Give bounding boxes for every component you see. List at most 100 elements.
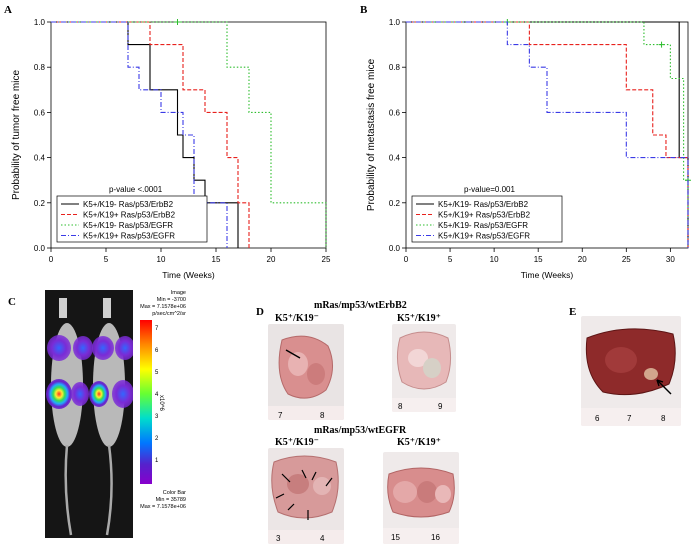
ruler-mark: 7 — [627, 414, 632, 423]
arrow-icon — [656, 379, 664, 387]
legend-label: K5+/K19+ Ras/p53/EGFR — [438, 232, 530, 241]
tumor-nodule — [417, 481, 437, 503]
image-max: Max = 7.1578e+06 — [140, 304, 186, 310]
erbb2-title: mRas/mp53/wtErbB2 — [314, 300, 407, 311]
tumor-nodule — [313, 477, 331, 495]
ruler-mark: 7 — [278, 411, 283, 420]
ear-tag — [59, 298, 67, 318]
lung-photo-erbb2-k19pos: 8 9 — [392, 324, 456, 412]
scale-tick-label: 2 — [155, 436, 159, 442]
tumor-nodule — [435, 485, 451, 503]
arrow-icon — [301, 469, 307, 479]
lung-photo-egfr-k19pos: 15 16 — [383, 452, 459, 544]
signal-blob — [71, 382, 89, 406]
colorbar-max: Max = 7.1578e+06 — [140, 504, 186, 510]
signal-blob — [46, 379, 72, 409]
y-tick-label: 0.8 — [389, 63, 401, 72]
legend-label: K5+/K19- Ras/p53/EGFR — [83, 221, 173, 230]
ruler-mark: 8 — [398, 402, 403, 411]
legend-box — [411, 195, 563, 243]
censor-mark — [658, 41, 665, 48]
y-tick-label: 1.0 — [34, 18, 46, 27]
x-tick-label: 20 — [578, 255, 587, 264]
x-tick-label: 5 — [104, 255, 109, 264]
scale-tick-label: 3 — [155, 414, 159, 420]
tumor-nodule — [287, 474, 309, 494]
liver-photo: 6 7 8 — [581, 316, 681, 426]
x-tick-label: 5 — [448, 255, 453, 264]
tumor-nodule — [288, 352, 308, 376]
image-units: p/sec/cm^2/sr — [152, 311, 186, 317]
tumor-nodule — [393, 481, 417, 503]
color-scale-unit: x10^6 — [158, 395, 164, 411]
legend-label: K5+/K19- Ras/p53/ErbB2 — [83, 200, 174, 209]
km-chart-tumor-free: 0 5 10 15 20 25 0.0 0.2 0.4 0.6 0.8 1.0 Time (Weeks)… — [11, 18, 331, 280]
colorbar-min: Min = 35789 — [155, 497, 186, 503]
arrow-icon — [285, 349, 301, 359]
scale-tick-label: 7 — [155, 326, 159, 332]
y-tick-label: 0.4 — [34, 154, 46, 163]
y-tick-label: 0.2 — [389, 199, 401, 208]
legend-label: K5+/K19- Ras/p53/ErbB2 — [438, 200, 529, 209]
scale-tick-label: 6 — [155, 348, 159, 354]
lung-photo-egfr-k19neg: 3 4 — [268, 448, 344, 544]
liver-lobe — [605, 347, 637, 373]
signal-blob — [112, 380, 134, 408]
signal-blob — [47, 335, 71, 361]
erbb2-k19pos-label: K5⁺/K19⁺ — [397, 313, 441, 324]
ruler — [392, 398, 456, 412]
x-tick-label: 0 — [49, 255, 54, 264]
km-series-line — [51, 21, 327, 248]
panel-label-a: A — [4, 4, 12, 16]
color-scale-bar — [140, 320, 152, 484]
tumor-nodule — [408, 349, 428, 367]
km-chart-metastasis-free: 0 5 10 15 20 25 30 0.0 0.2 0.4 0.6 0.8 1.0 Time (Week… — [366, 18, 691, 280]
panel-label-d: D — [256, 306, 264, 318]
ruler-mark: 8 — [661, 414, 666, 423]
image-label: Image — [170, 290, 186, 296]
arrow-icon — [656, 379, 672, 395]
legend-label: K5+/K19+ Ras/p53/ErbB2 — [83, 211, 176, 220]
ruler-mark: 15 — [391, 533, 400, 542]
panel-label-e: E — [569, 306, 577, 318]
arrow-icon — [287, 503, 295, 511]
arrow-icon — [281, 473, 291, 483]
x-tick-label: 25 — [622, 255, 631, 264]
p-value-annotation: p-value <.0001 — [109, 185, 163, 194]
ruler-mark: 16 — [431, 533, 440, 542]
arrow-icon — [311, 471, 317, 481]
km-series-line — [51, 21, 250, 248]
ruler — [268, 530, 344, 544]
ruler — [268, 406, 344, 420]
color-scale-ticks: 7 6 5 4 3 2 1 — [155, 320, 169, 484]
x-axis-label: Time (Weeks) — [162, 270, 215, 280]
signal-blob — [92, 336, 114, 360]
scale-tick-label: 4 — [155, 392, 159, 398]
ruler-mark: 4 — [320, 534, 325, 543]
x-tick-label: 30 — [666, 255, 675, 264]
colorbar-label: Color Bar — [162, 490, 186, 496]
legend-box — [56, 195, 208, 243]
legend-label: K5+/K19+ Ras/p53/ErbB2 — [438, 211, 531, 220]
lung-photo-erbb2-k19neg: 7 8 — [268, 324, 344, 420]
y-tick-label: 0.0 — [34, 244, 46, 253]
scale-tick-label: 1 — [155, 458, 159, 464]
signal-blob — [73, 336, 93, 360]
ruler-mark: 3 — [276, 534, 281, 543]
ruler-mark: 9 — [438, 402, 443, 411]
mice-silhouette — [46, 298, 135, 536]
x-tick-label: 25 — [322, 255, 331, 264]
y-tick-label: 0.8 — [34, 63, 46, 72]
metastasis-nodule — [644, 368, 658, 380]
ruler-mark: 6 — [595, 414, 600, 423]
egfr-title: mRas/mp53/wtEGFR — [314, 425, 407, 436]
p-value-annotation: p-value=0.001 — [464, 185, 515, 194]
egfr-k19pos-label: K5⁺/K19⁺ — [397, 437, 441, 448]
ruler-mark: 8 — [320, 411, 325, 420]
signal-blob — [115, 336, 135, 360]
y-tick-label: 1.0 — [389, 18, 401, 27]
x-tick-label: 10 — [157, 255, 166, 264]
arrow-icon — [275, 493, 285, 499]
mouse-tail — [105, 444, 113, 536]
x-axis-label: Time (Weeks) — [521, 270, 574, 280]
